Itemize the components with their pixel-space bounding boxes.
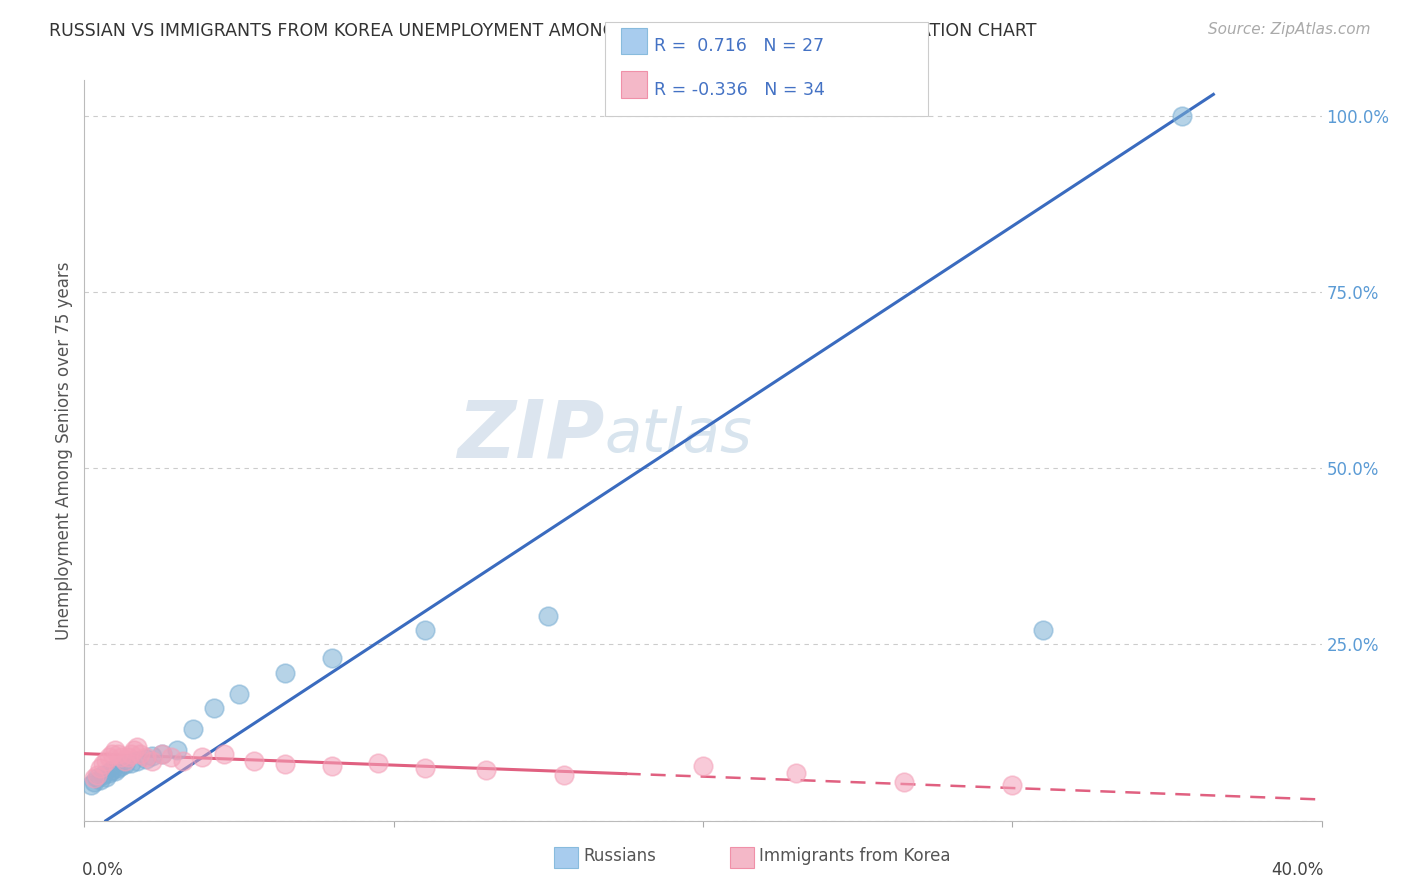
Point bbox=[321, 651, 343, 665]
Point bbox=[101, 763, 124, 777]
Point bbox=[553, 768, 575, 782]
Point bbox=[104, 743, 127, 757]
Point bbox=[274, 757, 297, 772]
Point bbox=[160, 750, 183, 764]
Text: atlas: atlas bbox=[605, 406, 752, 465]
Point bbox=[321, 758, 343, 772]
Point bbox=[101, 747, 124, 761]
Point bbox=[785, 765, 807, 780]
Point bbox=[107, 747, 129, 761]
Point bbox=[212, 747, 235, 761]
Point bbox=[537, 609, 560, 624]
Point bbox=[166, 743, 188, 757]
Point bbox=[114, 754, 136, 768]
Point bbox=[141, 754, 163, 768]
Point bbox=[117, 750, 139, 764]
Point bbox=[110, 758, 132, 772]
Text: Source: ZipAtlas.com: Source: ZipAtlas.com bbox=[1208, 22, 1371, 37]
Point bbox=[107, 761, 129, 775]
Text: Russians: Russians bbox=[583, 847, 657, 865]
Point bbox=[135, 751, 157, 765]
Point bbox=[1171, 109, 1194, 123]
Point bbox=[98, 750, 121, 764]
Point bbox=[475, 763, 498, 777]
Point bbox=[91, 768, 114, 782]
Point bbox=[141, 748, 163, 763]
Point bbox=[243, 754, 266, 768]
Point bbox=[125, 754, 148, 768]
Point bbox=[86, 772, 108, 786]
Text: 40.0%: 40.0% bbox=[1272, 862, 1324, 880]
Point bbox=[120, 747, 142, 761]
Point bbox=[150, 747, 173, 761]
Point bbox=[114, 757, 136, 772]
Point bbox=[86, 768, 108, 782]
Point bbox=[125, 739, 148, 754]
Point bbox=[129, 747, 152, 761]
Point bbox=[110, 750, 132, 764]
Text: ZIP: ZIP bbox=[457, 397, 605, 475]
Text: 0.0%: 0.0% bbox=[82, 862, 124, 880]
Point bbox=[135, 750, 157, 764]
Point bbox=[1032, 624, 1054, 638]
Point bbox=[120, 756, 142, 770]
Text: R =  0.716   N = 27: R = 0.716 N = 27 bbox=[654, 37, 824, 55]
Text: Immigrants from Korea: Immigrants from Korea bbox=[759, 847, 950, 865]
Point bbox=[893, 775, 915, 789]
Point bbox=[181, 722, 204, 736]
Point bbox=[122, 743, 145, 757]
Point bbox=[94, 770, 117, 784]
Point bbox=[202, 701, 225, 715]
Point bbox=[692, 758, 714, 772]
Point bbox=[94, 754, 117, 768]
Point bbox=[413, 624, 436, 638]
Point bbox=[191, 750, 214, 764]
Point bbox=[228, 687, 250, 701]
Point bbox=[98, 765, 121, 780]
Point bbox=[104, 764, 127, 779]
Point bbox=[89, 761, 111, 775]
Text: RUSSIAN VS IMMIGRANTS FROM KOREA UNEMPLOYMENT AMONG SENIORS OVER 75 YEARS CORREL: RUSSIAN VS IMMIGRANTS FROM KOREA UNEMPLO… bbox=[49, 22, 1036, 40]
Text: R = -0.336   N = 34: R = -0.336 N = 34 bbox=[654, 81, 825, 99]
Point bbox=[1001, 778, 1024, 792]
Y-axis label: Unemployment Among Seniors over 75 years: Unemployment Among Seniors over 75 years bbox=[55, 261, 73, 640]
Point bbox=[83, 772, 105, 786]
Point bbox=[83, 775, 105, 789]
Point bbox=[91, 757, 114, 772]
Point bbox=[413, 761, 436, 775]
Point bbox=[89, 772, 111, 787]
Point bbox=[172, 754, 194, 768]
Point bbox=[79, 778, 101, 792]
Point bbox=[274, 665, 297, 680]
Point bbox=[367, 756, 389, 770]
Point bbox=[150, 747, 173, 761]
